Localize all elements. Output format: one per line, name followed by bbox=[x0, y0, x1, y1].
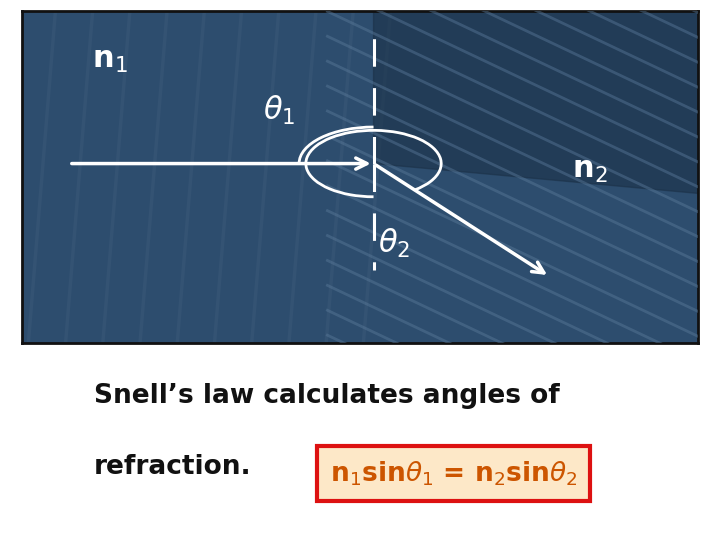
Polygon shape bbox=[374, 11, 698, 193]
Text: n$_1$: n$_1$ bbox=[91, 46, 127, 75]
Text: refraction.: refraction. bbox=[94, 454, 251, 480]
Text: $\theta_2$: $\theta_2$ bbox=[378, 227, 410, 260]
Text: Snell’s law calculates angles of: Snell’s law calculates angles of bbox=[94, 383, 559, 409]
Text: n$_1$sin$\theta_1$ = n$_2$sin$\theta_2$: n$_1$sin$\theta_1$ = n$_2$sin$\theta_2$ bbox=[330, 460, 577, 488]
Text: n$_2$: n$_2$ bbox=[572, 156, 608, 185]
Text: $\theta_1$: $\theta_1$ bbox=[263, 94, 295, 127]
